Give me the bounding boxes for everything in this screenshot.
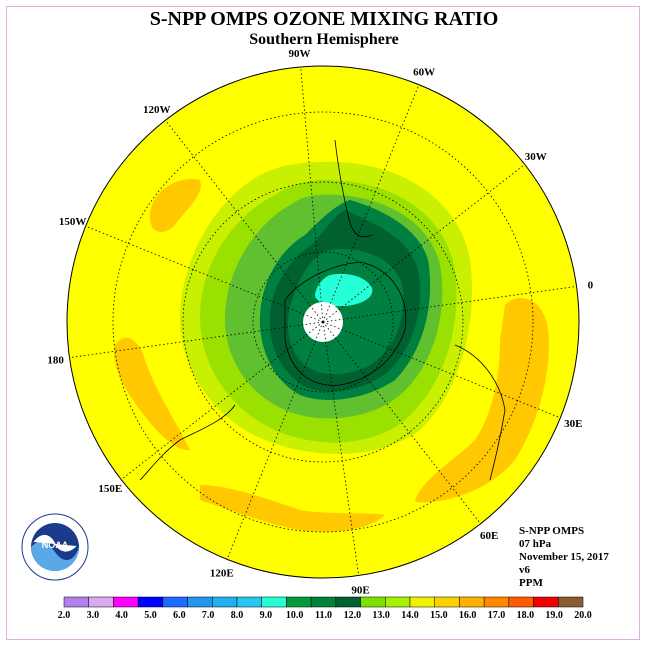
map-title: S-NPP OMPS OZONE MIXING RATIO <box>149 8 499 30</box>
inner-green-region <box>288 248 404 375</box>
longitude-label: 30E <box>564 418 582 430</box>
logo-text: NOAA <box>42 540 69 550</box>
longitude-label: 120W <box>143 104 171 116</box>
meridian-line <box>322 321 561 419</box>
map-fields <box>67 66 579 578</box>
meridian-line <box>322 164 525 323</box>
meridian-line <box>85 225 324 323</box>
frame <box>6 6 640 640</box>
orange-region <box>200 485 385 532</box>
globe-outline <box>66 65 580 579</box>
coastline <box>284 261 407 386</box>
colorbar-swatch <box>508 596 534 608</box>
latitude-circle <box>182 181 464 463</box>
longitude-label: 180 <box>47 355 64 367</box>
graticule <box>69 66 577 576</box>
meridian-line <box>226 321 324 560</box>
longitude-label: 150E <box>98 483 122 495</box>
meridian-line <box>322 321 360 576</box>
colorbar-swatch <box>558 596 584 608</box>
version-label: v6 <box>519 564 530 576</box>
longitude-label: 90W <box>288 48 310 60</box>
longitude-label: 150W <box>59 216 87 228</box>
coastline <box>454 344 506 481</box>
colorbar-swatch <box>162 596 188 608</box>
colorbar-swatch <box>310 596 337 608</box>
colorbar-labels: 2.0 3.0 4.0 5.0 6.0 7.0 8.0 9.0 10.0 11.0 12.0 13.0… <box>58 610 592 621</box>
colorbar-label: 17.0 <box>488 610 506 621</box>
colorbar-swatch <box>434 596 460 608</box>
instrument-label: S-NPP OMPS <box>519 525 585 537</box>
colorbar-label: 7.0 <box>202 610 215 621</box>
colorbar-label: 8.0 <box>231 610 244 621</box>
colorbar-swatch <box>483 596 510 608</box>
colorbar-label: 15.0 <box>430 610 448 621</box>
colorbar-label: 3.0 <box>87 610 100 621</box>
colorbar-label: 5.0 <box>144 610 157 621</box>
cyan-region <box>315 273 373 307</box>
map-subtitle: Southern Hemisphere <box>249 31 399 48</box>
colorbar-label: 14.0 <box>401 610 419 621</box>
colorbar-label: 16.0 <box>459 610 477 621</box>
colorbar-label: 19.0 <box>545 610 563 621</box>
colorbar-label: 2.0 <box>58 610 71 621</box>
meridian-line <box>300 66 324 323</box>
colorbar-label: 9.0 <box>260 610 273 621</box>
colorbar-swatch <box>236 596 262 608</box>
longitude-label: 30W <box>525 151 547 163</box>
colorbar-swatch <box>459 596 485 608</box>
pressure-level-label: 07 hPa <box>519 538 552 550</box>
meridian-line <box>121 321 324 480</box>
coastline <box>334 139 373 238</box>
colorbar-swatch <box>409 596 435 608</box>
colorbar-label: 6.0 <box>173 610 186 621</box>
colorbar-swatch <box>88 596 114 608</box>
orange-region <box>114 337 190 451</box>
colorbar-swatch <box>212 596 238 608</box>
colorbar-label: 18.0 <box>517 610 535 621</box>
longitude-label: 60E <box>480 530 498 542</box>
info-block: S-NPP OMPS 07 hPa November 15, 2017 v6 P… <box>519 525 609 590</box>
colorbar-swatch <box>533 596 559 608</box>
longitude-label: 90E <box>351 584 369 596</box>
longitude-label: 60W <box>413 67 435 79</box>
colorbar-swatch <box>187 596 213 608</box>
latitude-circle <box>252 251 394 393</box>
orange-region <box>415 298 549 503</box>
longitude-label: 120E <box>210 567 234 579</box>
colorbar-swatch <box>113 596 139 608</box>
colorbar-swatch <box>261 596 287 608</box>
meridian-line <box>322 285 577 323</box>
orange-region <box>149 179 201 232</box>
colorbar-swatch <box>137 596 164 608</box>
date-label: November 15, 2017 <box>519 551 609 563</box>
noaa-logo: NOAA <box>21 513 89 581</box>
colorbar-label: 10.0 <box>286 610 304 621</box>
colorbar-label: 12.0 <box>344 610 362 621</box>
longitude-labels: 90W 60W 30W 0 30E 60E 90E 120E 150E 180 150W 120W <box>47 48 593 596</box>
colorbar-swatch <box>385 596 411 608</box>
colorbar-swatch <box>360 596 386 608</box>
colorbar-label: 4.0 <box>115 610 128 621</box>
colorbar-label: 11.0 <box>315 610 332 621</box>
meridian-line <box>165 120 324 323</box>
colorbar-label: 13.0 <box>372 610 390 621</box>
meridian-line <box>322 321 481 524</box>
units-label: PPM <box>519 577 543 589</box>
longitude-label: 0 <box>588 279 594 291</box>
colorbar-swatch <box>286 596 312 608</box>
coastline <box>139 404 236 481</box>
colorbar-label: 20.0 <box>574 610 592 621</box>
colorbar-swatch <box>335 596 361 608</box>
latitude-circle <box>112 111 534 533</box>
meridians <box>69 66 577 576</box>
colorbar-swatches <box>63 596 584 608</box>
meridian-line <box>322 84 420 323</box>
colorbar-swatch <box>63 596 89 608</box>
meridian-line <box>69 321 324 359</box>
